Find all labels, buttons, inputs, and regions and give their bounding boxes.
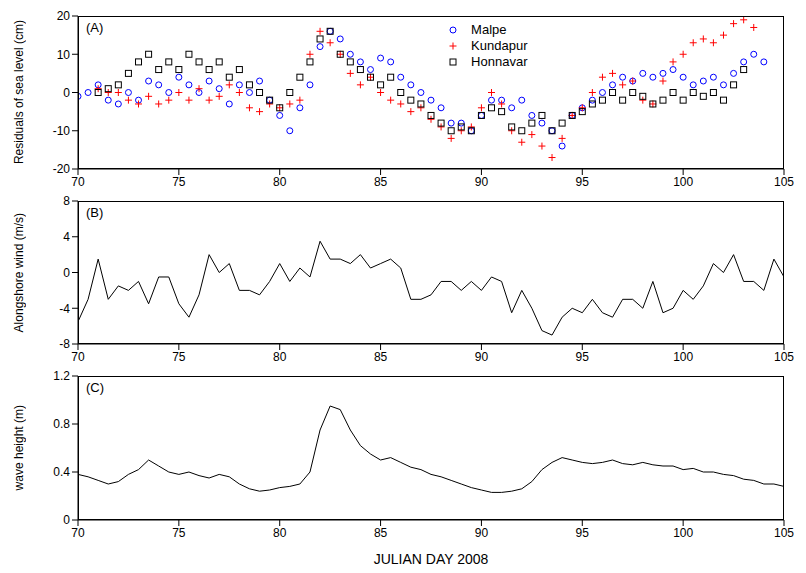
svg-text:90: 90 [475, 350, 489, 364]
svg-text:85: 85 [374, 350, 388, 364]
svg-text:95: 95 [576, 175, 590, 189]
svg-text:90: 90 [475, 526, 489, 540]
svg-text:8: 8 [63, 194, 70, 208]
svg-text:10: 10 [57, 48, 71, 62]
svg-text:75: 75 [172, 175, 186, 189]
html-text:(B): (B) [86, 205, 104, 220]
svg-text:-20: -20 [53, 162, 71, 176]
svg-text:95: 95 [576, 350, 590, 364]
svg-text:100: 100 [673, 526, 693, 540]
html-text:Malpe: Malpe [471, 22, 507, 37]
svg-text:20: 20 [57, 9, 71, 23]
html-text:Residuals of sea level (cm): Residuals of sea level (cm) [12, 20, 26, 165]
svg-text:80: 80 [273, 175, 287, 189]
svg-text:105: 105 [774, 175, 794, 189]
html-text:Kundapur: Kundapur [471, 38, 528, 53]
svg-text:70: 70 [71, 350, 85, 364]
svg-text:90: 90 [475, 175, 489, 189]
svg-text:75: 75 [172, 350, 186, 364]
svg-text:-4: -4 [59, 302, 70, 316]
svg-text:0: 0 [63, 86, 70, 100]
svg-text:100: 100 [673, 175, 693, 189]
svg-text:-10: -10 [53, 124, 71, 138]
svg-text:70: 70 [71, 175, 85, 189]
html-text:(C): (C) [86, 380, 104, 395]
svg-text:95: 95 [576, 526, 590, 540]
svg-text:85: 85 [374, 175, 388, 189]
svg-text:4: 4 [63, 230, 70, 244]
svg-text:85: 85 [374, 526, 388, 540]
svg-text:105: 105 [774, 526, 794, 540]
html-text:(A): (A) [86, 20, 104, 35]
svg-text:80: 80 [273, 526, 287, 540]
svg-text:105: 105 [774, 350, 794, 364]
html-text:wave height (m): wave height (m) [12, 405, 26, 491]
svg-text:0.4: 0.4 [53, 465, 70, 479]
svg-text:JULIAN DAY 2008: JULIAN DAY 2008 [374, 551, 489, 567]
html-text:Alongshore wind (m/s): Alongshore wind (m/s) [12, 212, 26, 333]
svg-text:75: 75 [172, 526, 186, 540]
svg-text:0: 0 [63, 513, 70, 527]
html-text:Honnavar: Honnavar [471, 54, 528, 69]
svg-text:1.2: 1.2 [53, 369, 70, 383]
svg-text:-8: -8 [59, 337, 70, 351]
svg-text:70: 70 [71, 526, 85, 540]
svg-text:0: 0 [63, 266, 70, 280]
svg-text:0.8: 0.8 [53, 417, 70, 431]
svg-text:80: 80 [273, 350, 287, 364]
svg-text:100: 100 [673, 350, 693, 364]
